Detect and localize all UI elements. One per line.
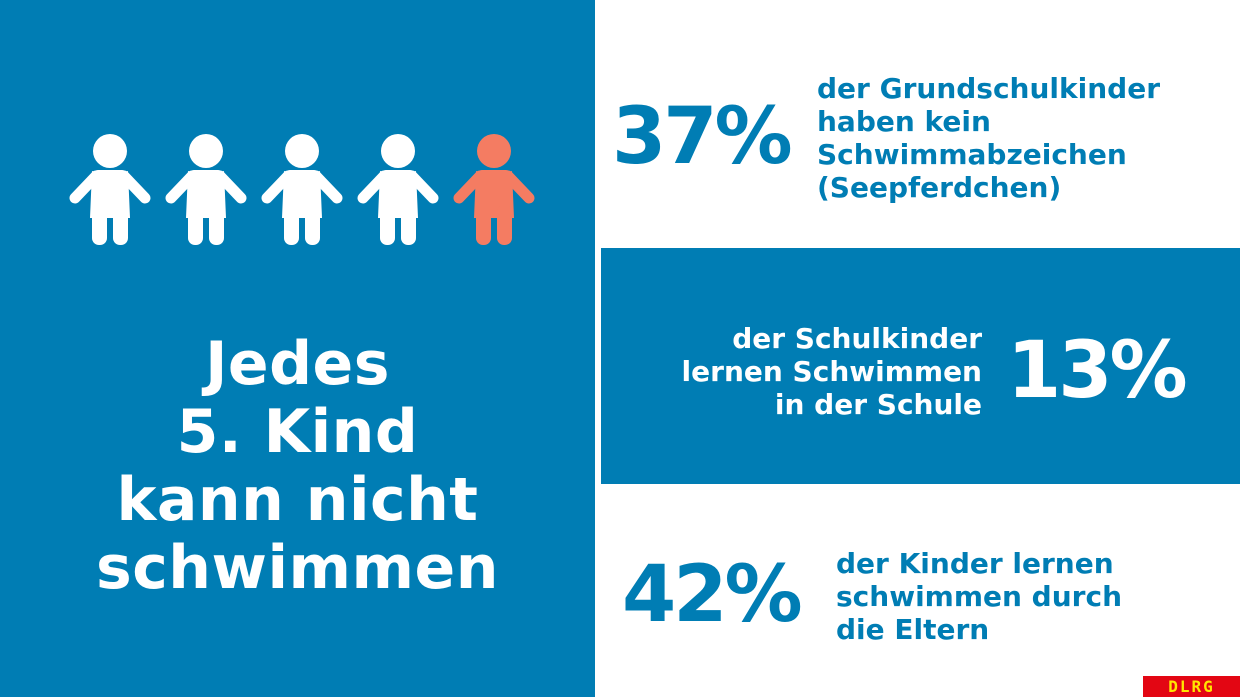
stat-description-37: der Grundschulkinder haben kein Schwimma… [817, 72, 1160, 204]
stat-description-42: der Kinder lernen schwimmen durch die El… [836, 547, 1122, 646]
child-icon-highlighted [453, 134, 535, 245]
desc-line: lernen Schwimmen [681, 355, 982, 388]
dlrg-logo: DLRG [1143, 676, 1240, 697]
headline-line: 5. Kind [176, 397, 419, 467]
headline: Jedes 5. Kind kann nicht schwimmen [0, 330, 595, 602]
child-icon [69, 134, 151, 245]
desc-line: Schwimmabzeichen [817, 138, 1127, 171]
left-panel: Jedes 5. Kind kann nicht schwimmen [0, 0, 595, 697]
headline-line: kann nicht [116, 465, 479, 535]
desc-line: in der Schule [774, 388, 982, 421]
stat-description-13: der Schulkinder lernen Schwimmen in der … [682, 322, 982, 421]
stat-value-42: 42% [622, 550, 803, 640]
stat-value-13: 13% [1007, 326, 1188, 416]
desc-line: der Kinder lernen [836, 547, 1114, 580]
child-icon [261, 134, 343, 245]
child-icon [357, 134, 439, 245]
children-figures [69, 134, 535, 245]
child-icon [165, 134, 247, 245]
headline-line: schwimmen [96, 533, 499, 603]
stat-band: der Schulkinder lernen Schwimmen in der … [601, 248, 1240, 484]
stat-value-37: 37% [612, 92, 793, 182]
desc-line: die Eltern [836, 613, 990, 646]
headline-line: Jedes [205, 329, 390, 399]
desc-line: der Grundschulkinder [817, 72, 1161, 105]
desc-line: (Seepferdchen) [817, 171, 1062, 204]
desc-line: schwimmen durch [836, 580, 1123, 613]
desc-line: haben kein [817, 105, 991, 138]
desc-line: der Schulkinder [732, 322, 982, 355]
